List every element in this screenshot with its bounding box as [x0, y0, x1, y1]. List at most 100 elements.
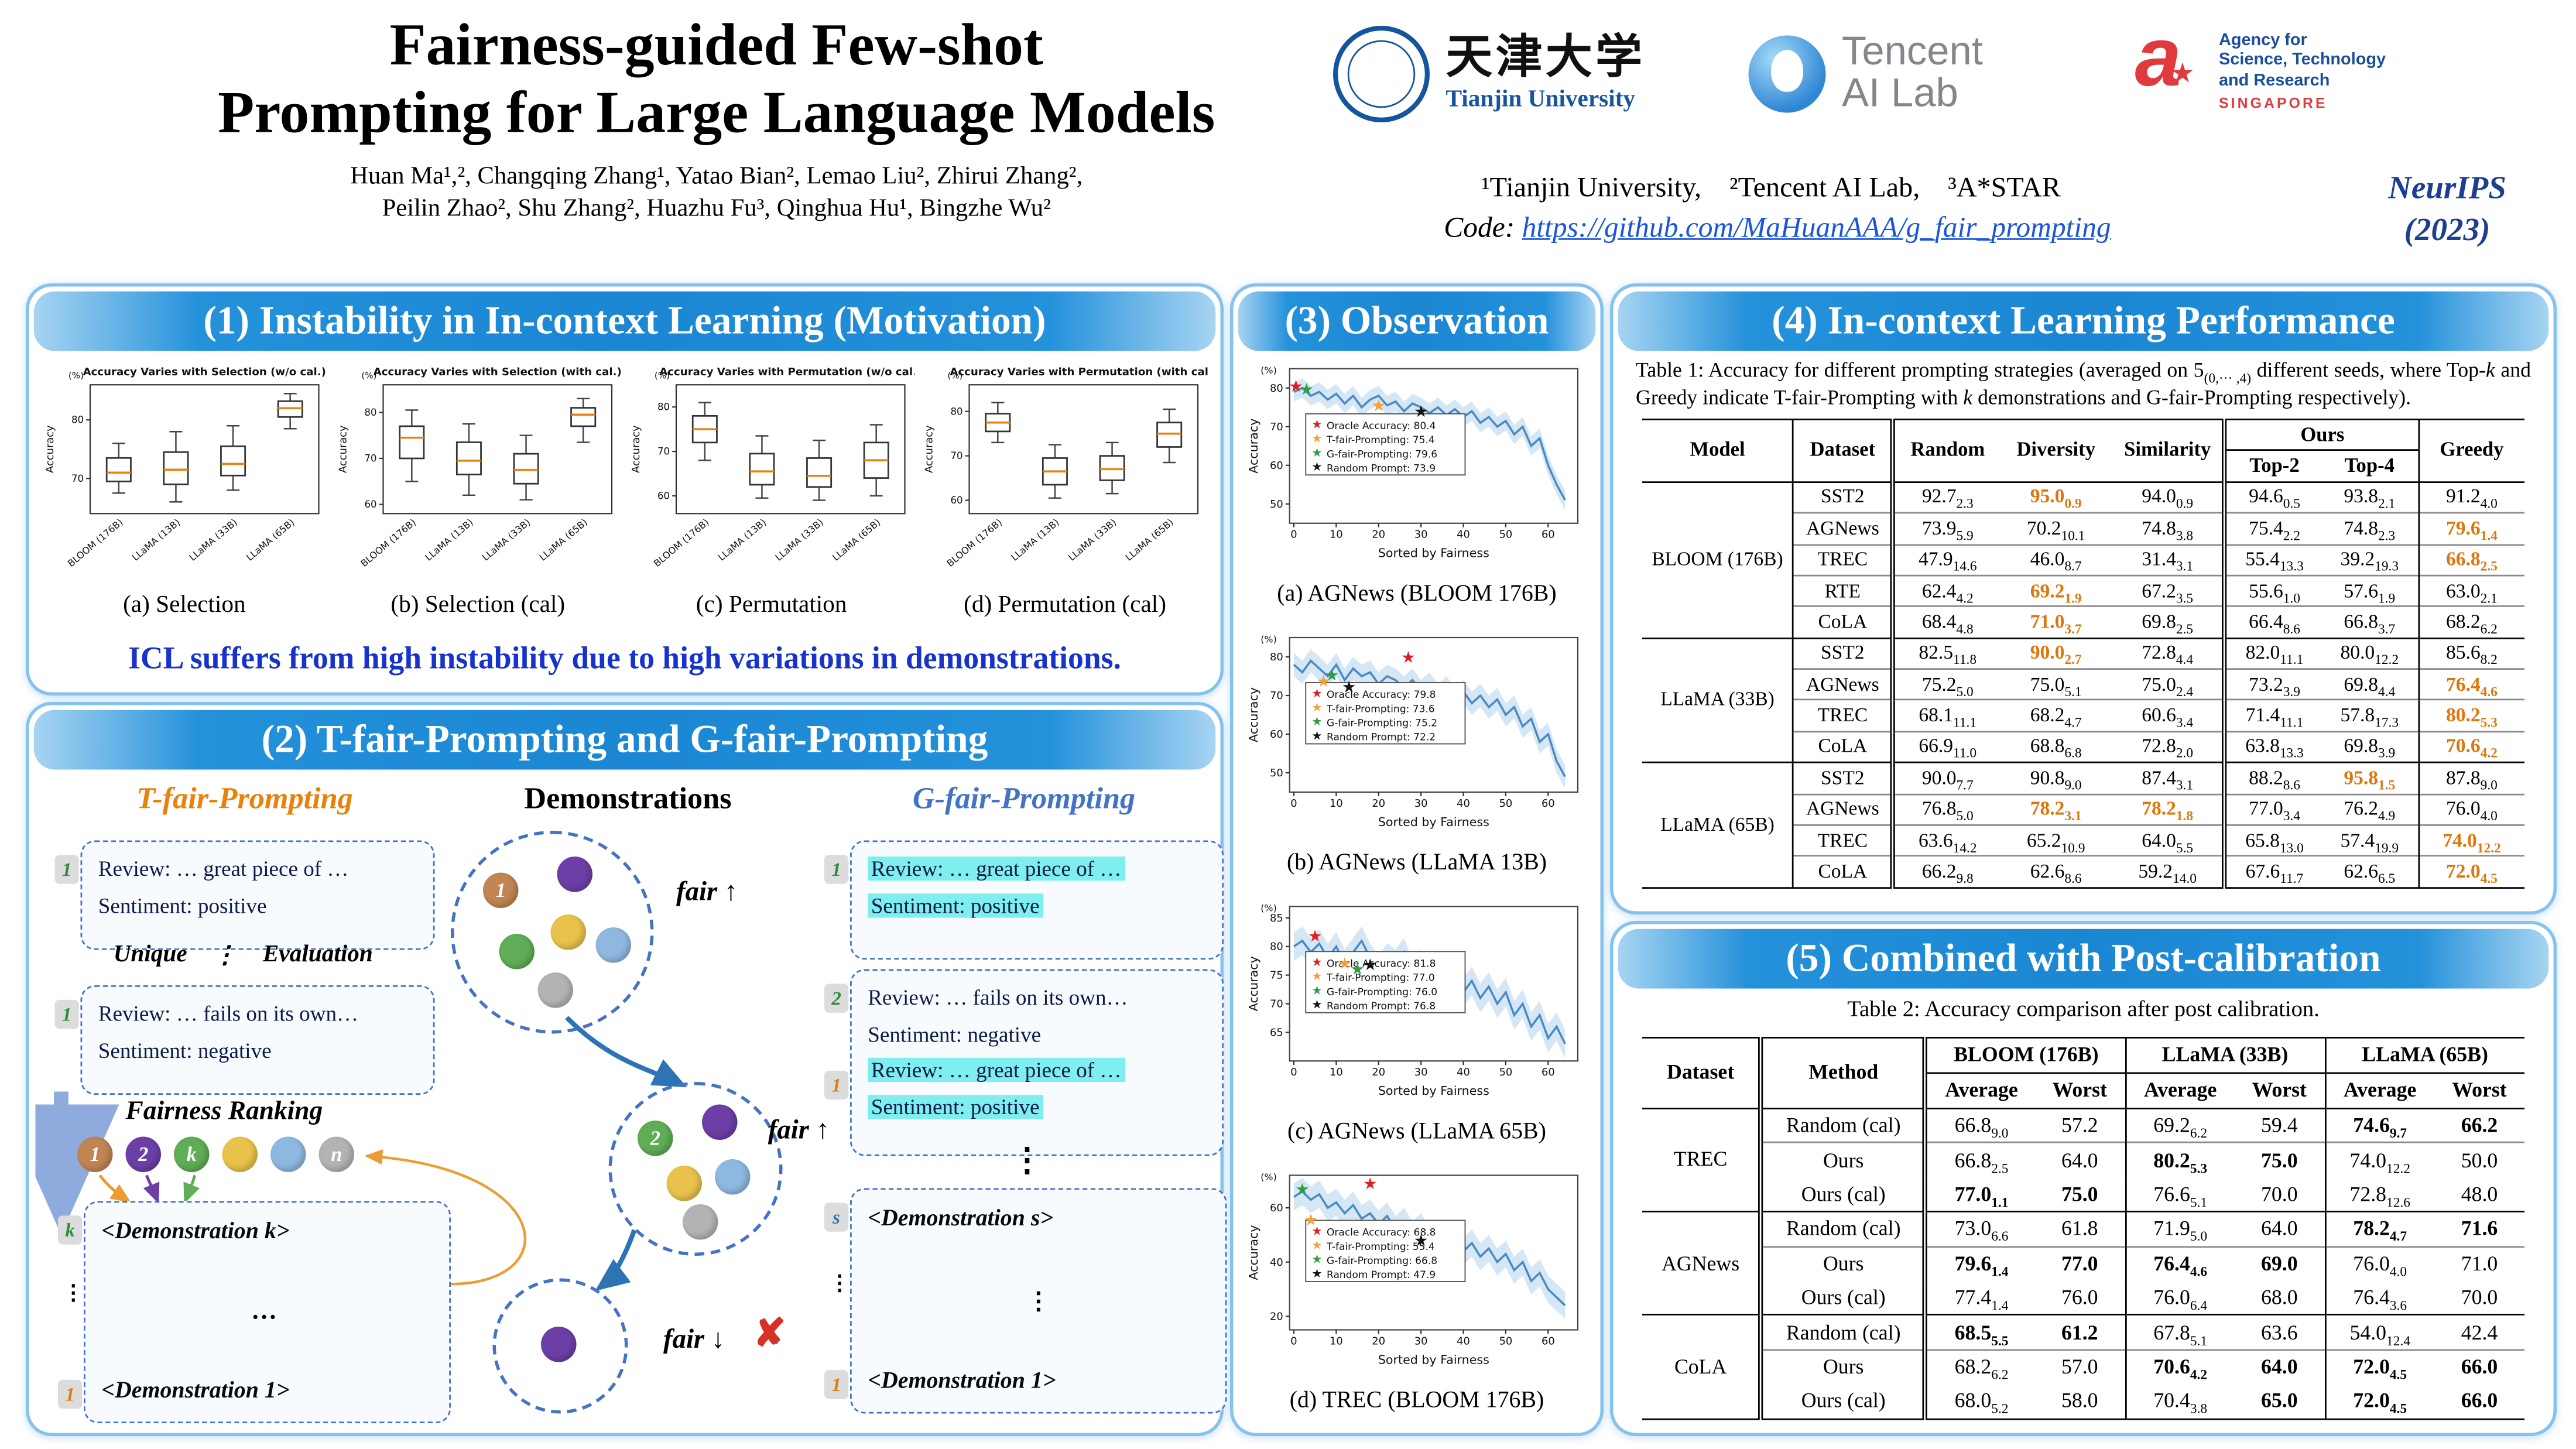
svg-text:30: 30: [1414, 529, 1428, 541]
table2-cell: Random (cal): [1759, 1210, 1926, 1247]
method-diagram: T-fair-Prompting Demonstrations G-fair-P…: [35, 773, 1227, 1427]
pool2-dot-yellow: [666, 1166, 702, 1201]
boxplot-figure: Accuracy Varies with Selection (w/o cal.…: [39, 361, 330, 620]
table2-cell: 58.0: [2061, 1388, 2098, 1413]
sentiment-line: Sentiment: positive: [868, 1090, 1209, 1126]
table1-cell: 66.82.5: [2417, 543, 2524, 576]
rank-label-1: 1: [90, 1142, 100, 1165]
table2-cell: Random (cal): [1759, 1107, 1926, 1143]
table2-cell: Ours: [1759, 1142, 1926, 1177]
t-fair-result-box: k ⋮ 1 <Demonstration k> … <Demonstration…: [58, 1201, 451, 1423]
table1-cell: TREC: [1793, 824, 1893, 857]
table1-cell: CoLA: [1793, 855, 1893, 888]
svg-text:30: 30: [1414, 1066, 1428, 1078]
table1-cell: AGNews: [1793, 512, 1893, 544]
table1-header-cell: Top-2: [2222, 450, 2322, 482]
line-chart-svg: 50 60 70 80 0 10 20 30 40 50 60 Sorted by Fairness A…: [1246, 633, 1579, 829]
pool1-dot-purple: [557, 857, 592, 892]
svg-text:(%): (%): [67, 370, 83, 381]
observation-figure: 20 40 60 0 10 20 30 40 50 60 Sorted by Fairness Acc…: [1246, 1164, 1588, 1415]
table2-cell: 64.0: [2034, 1142, 2125, 1177]
poster-authors: Huan Ma¹,², Changqing Zhang¹, Yatao Bian…: [97, 161, 1337, 226]
svg-text:85: 85: [1270, 912, 1283, 924]
table2-cell: 78.24.7: [2324, 1210, 2434, 1247]
svg-text:80: 80: [657, 402, 670, 413]
sentiment-line: Sentiment: negative: [98, 1037, 272, 1063]
tag-1: 1: [824, 1070, 849, 1100]
boxplot-figure: Accuracy Varies with Permutation (w/o ca…: [626, 361, 922, 620]
table1-cell: 75.05.1: [1999, 668, 2112, 700]
svg-text:60: 60: [364, 499, 376, 510]
svg-text:★: ★: [1311, 1224, 1322, 1238]
astar-logo-icon: a★: [2135, 16, 2206, 100]
svg-text:★: ★: [1289, 377, 1303, 396]
svg-text:BLOOM (176B): BLOOM (176B): [358, 516, 418, 569]
svg-text:20: 20: [1372, 1335, 1385, 1347]
table1-cell: 69.84.4: [2321, 668, 2419, 700]
table2-cell: 71.0: [2434, 1245, 2524, 1281]
svg-text:20: 20: [1372, 529, 1385, 541]
rank-circle-2: 2: [125, 1136, 161, 1172]
svg-text:Sorted by Fairness: Sorted by Fairness: [1378, 546, 1489, 560]
svg-text:80: 80: [1270, 941, 1283, 953]
rank-label-n: n: [331, 1142, 342, 1165]
table2: Dataset Method BLOOM (176B) LLaMA (33B) LLaM…: [1642, 1037, 2524, 1420]
pool3-dot-purple: [541, 1327, 577, 1362]
table1-cell: 75.42.2: [2222, 512, 2322, 544]
table2-header-cell: BLOOM (176B): [1923, 1037, 2125, 1074]
svg-text:80: 80: [1270, 382, 1283, 395]
table2-cell: CoLA: [1642, 1314, 1762, 1419]
table1-cell: 68.86.8: [1999, 730, 2112, 763]
panel-3-observation: (3) Observation 50 60 70 80 0 10 20 30 40 50 60 Sor…: [1230, 283, 1604, 1436]
svg-text:Sorted by Fairness: Sorted by Fairness: [1378, 1084, 1489, 1098]
table2-cell: 75.0: [2235, 1142, 2325, 1177]
table2-cell: 57.0: [2034, 1349, 2125, 1385]
demonstration-1: <Demonstration 1>: [868, 1368, 1056, 1395]
svg-text:LLaMA (65B): LLaMA (65B): [830, 516, 883, 563]
svg-text:★: ★: [1363, 1174, 1378, 1193]
astar-text-line3: and Research: [2218, 70, 2330, 90]
table2-cell: 54.012.4: [2324, 1314, 2434, 1350]
highlighted-sentiment: Sentiment: positive: [868, 1095, 1043, 1119]
fair-down-label: fair ↓: [663, 1323, 725, 1354]
table2-cell: 66.0: [2461, 1388, 2498, 1413]
vertical-ellipsis: ⋮: [213, 943, 237, 970]
tencent-ai-lab-logo: Tencent AI Lab: [1748, 32, 1983, 114]
table1-cell: AGNews: [1793, 668, 1893, 700]
review-line: Review: … great piece of …: [868, 1053, 1209, 1090]
rank-circle-1: 1: [77, 1136, 113, 1172]
svg-text:T-fair-Prompting: 75.4: T-fair-Prompting: 75.4: [1326, 434, 1435, 446]
table1-cell: CoLA: [1793, 605, 1893, 638]
boxplot-caption: (a) Selection: [123, 592, 246, 618]
table2-header-cell: Average: [1923, 1073, 2035, 1108]
table1-cell: 76.04.0: [2417, 793, 2524, 825]
demonstrations-heading: Demonstrations: [524, 782, 732, 817]
table2-cell: 75.0: [2061, 1181, 2098, 1205]
table1-cell: 85.68.2: [2417, 636, 2524, 669]
table1-cell: 73.23.9: [2222, 668, 2322, 700]
table2-cell: Ours: [1759, 1245, 1926, 1281]
table1-cell: 69.83.9: [2321, 730, 2419, 763]
svg-text:0: 0: [1290, 1066, 1297, 1078]
svg-text:70: 70: [657, 446, 670, 457]
table2-cell: 68.05.2: [1923, 1384, 2035, 1419]
table1-cell: 70.64.2: [2417, 730, 2524, 763]
table1-cell: 55.413.3: [2222, 543, 2322, 576]
table1-cell: 57.817.3: [2321, 699, 2419, 732]
t-fair-heading: T-fair-Prompting: [136, 782, 353, 817]
table1-cell: 74.82.3: [2321, 512, 2419, 544]
svg-text:80: 80: [364, 407, 376, 418]
svg-text:BLOOM (176B): BLOOM (176B): [946, 516, 1005, 569]
table2-cell: Ours (cal): [1759, 1280, 1926, 1316]
svg-text:LLaMA (13B): LLaMA (13B): [1010, 516, 1063, 563]
code-link[interactable]: https://github.com/MaHuanAAA/g_fair_prom…: [1522, 211, 2111, 244]
svg-text:★: ★: [1308, 927, 1323, 946]
table1-cell: 60.63.4: [2112, 699, 2225, 732]
table1-cell: 57.419.9: [2321, 824, 2419, 857]
svg-text:G-fair-Prompting: 66.8: G-fair-Prompting: 66.8: [1327, 1255, 1437, 1267]
svg-text:70: 70: [951, 450, 964, 461]
svg-text:(%): (%): [1260, 365, 1277, 376]
table1-cell: 93.82.1: [2321, 481, 2419, 513]
table2-cell: 50.0: [2434, 1142, 2524, 1177]
table1-header-cell: Top-4: [2344, 454, 2395, 477]
